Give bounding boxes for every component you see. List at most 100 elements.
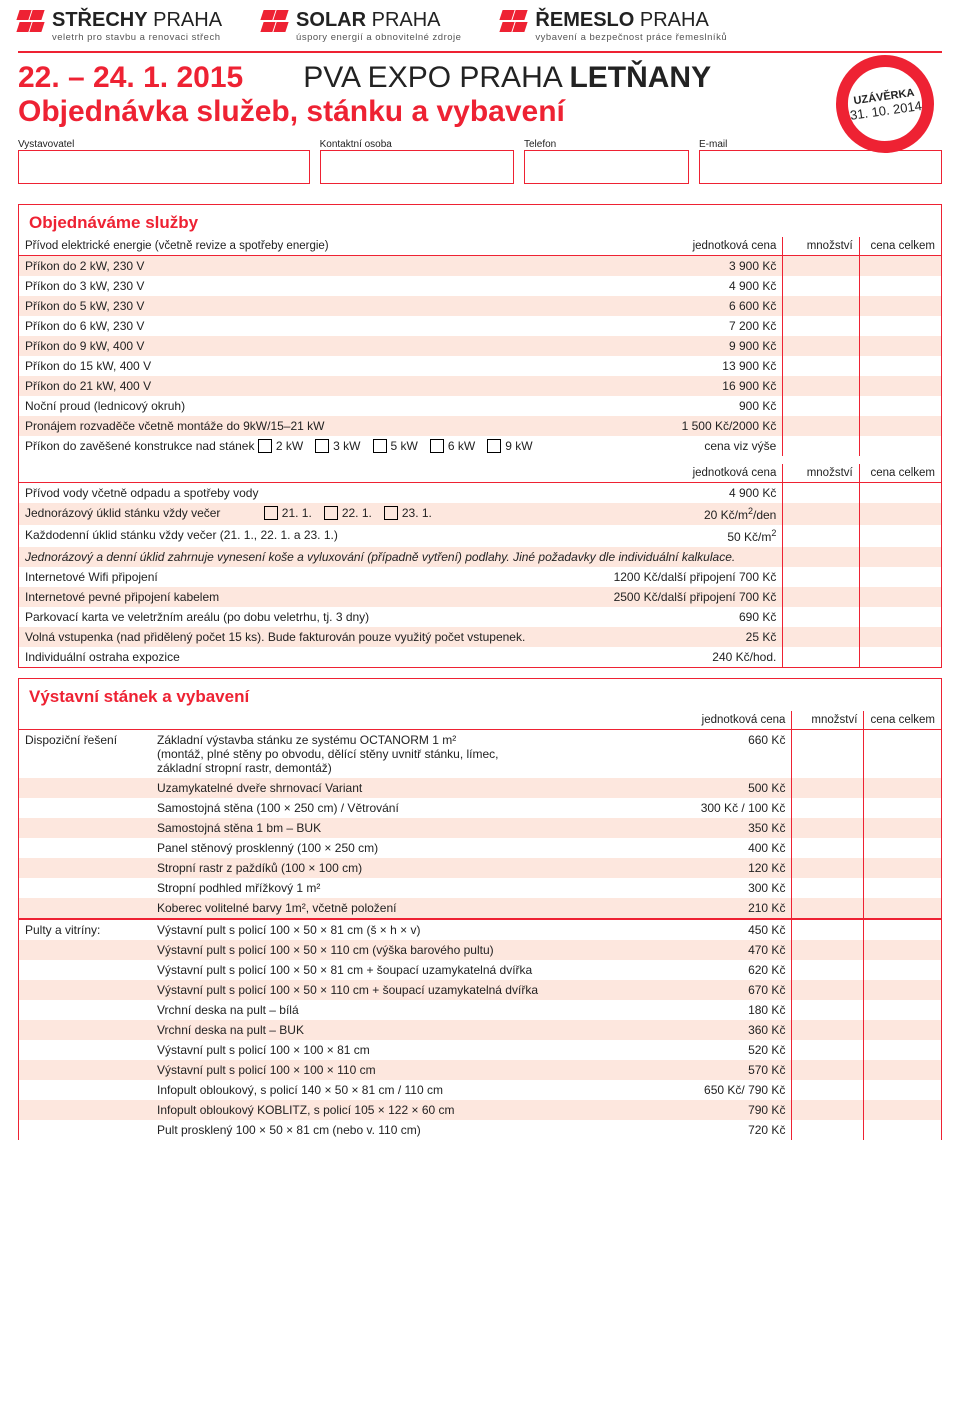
checkbox[interactable] [315,439,329,453]
qty-cell[interactable] [792,1120,864,1140]
total-cell[interactable] [859,276,941,296]
email-input[interactable] [699,150,942,184]
checkbox[interactable] [373,439,387,453]
col-desc: Přívod elektrické energie (včetně revize… [19,237,571,256]
logo-title-light: PRAHA [634,9,708,31]
total-cell[interactable] [859,316,941,336]
total-cell[interactable] [859,647,941,667]
qty-cell[interactable] [783,503,859,525]
qty-cell[interactable] [783,525,859,547]
qty-cell[interactable] [783,416,859,436]
total-cell[interactable] [864,878,941,898]
total-cell[interactable] [859,256,941,277]
exhibitor-input[interactable] [18,150,310,184]
total-cell[interactable] [864,838,941,858]
checkbox[interactable] [258,439,272,453]
total-cell[interactable] [859,416,941,436]
total-cell[interactable] [864,798,941,818]
checkbox[interactable] [487,439,501,453]
checkbox[interactable] [264,506,278,520]
total-cell[interactable] [859,356,941,376]
qty-cell[interactable] [792,1100,864,1120]
total-cell[interactable] [864,1040,941,1060]
total-cell[interactable] [859,436,941,456]
total-cell[interactable] [864,980,941,1000]
qty-cell[interactable] [783,647,859,667]
qty-cell[interactable] [783,356,859,376]
qty-cell[interactable] [783,587,859,607]
table-row: Dispoziční řešeníZákladní výstavba stánk… [19,730,941,779]
qty-cell[interactable] [783,316,859,336]
qty-cell[interactable] [792,730,864,779]
total-cell[interactable] [859,567,941,587]
qty-cell[interactable] [792,778,864,798]
row-price: 670 Kč [642,980,792,1000]
total-cell[interactable] [864,960,941,980]
row-label: Internetové pevné připojení kabelem [19,587,571,607]
total-cell[interactable] [864,778,941,798]
qty-cell[interactable] [783,607,859,627]
total-cell[interactable] [864,1080,941,1100]
qty-cell[interactable] [783,627,859,647]
row-price: 240 Kč/hod. [571,647,783,667]
phone-input[interactable] [524,150,689,184]
qty-cell[interactable] [783,276,859,296]
qty-cell[interactable] [792,980,864,1000]
qty-cell[interactable] [792,878,864,898]
total-cell[interactable] [859,376,941,396]
total-cell[interactable] [859,483,941,504]
qty-cell[interactable] [792,898,864,918]
checkbox[interactable] [384,506,398,520]
kw-row-cell: Příkon do zavěšené konstrukce nad stánek… [19,436,571,456]
row-label: Vrchní deska na pult – BUK [151,1020,642,1040]
panel-title: Výstavní stánek a vybavení [19,687,941,711]
total-cell[interactable] [864,1100,941,1120]
qty-cell[interactable] [783,376,859,396]
qty-cell[interactable] [783,483,859,504]
qty-cell[interactable] [792,798,864,818]
group-lead [19,1060,151,1080]
checkbox[interactable] [430,439,444,453]
qty-cell[interactable] [792,1080,864,1100]
group-lead: Dispoziční řešení [19,730,151,779]
total-cell[interactable] [864,1020,941,1040]
row-price: 210 Kč [642,898,792,918]
qty-cell[interactable] [783,296,859,316]
table-row: Koberec volitelné barvy 1m², včetně polo… [19,898,941,918]
qty-cell[interactable] [783,396,859,416]
total-cell[interactable] [864,730,941,779]
total-cell[interactable] [864,940,941,960]
services-table: Přívod elektrické energie (včetně revize… [19,237,941,667]
qty-cell[interactable] [783,436,859,456]
total-cell[interactable] [859,607,941,627]
contact-input[interactable] [320,150,514,184]
total-cell[interactable] [859,587,941,607]
qty-cell[interactable] [792,1040,864,1060]
total-cell[interactable] [864,1060,941,1080]
checkbox[interactable] [324,506,338,520]
qty-cell[interactable] [792,920,864,940]
total-cell[interactable] [864,1000,941,1020]
qty-cell[interactable] [792,818,864,838]
qty-cell[interactable] [792,1060,864,1080]
qty-cell[interactable] [783,336,859,356]
total-cell[interactable] [859,396,941,416]
qty-cell[interactable] [792,960,864,980]
total-cell[interactable] [859,525,941,547]
qty-cell[interactable] [792,940,864,960]
qty-cell[interactable] [792,858,864,878]
total-cell[interactable] [859,296,941,316]
qty-cell[interactable] [783,567,859,587]
total-cell[interactable] [864,898,941,918]
qty-cell[interactable] [783,256,859,277]
total-cell[interactable] [859,336,941,356]
total-cell[interactable] [864,920,941,940]
total-cell[interactable] [864,1120,941,1140]
total-cell[interactable] [864,818,941,838]
total-cell[interactable] [859,503,941,525]
total-cell[interactable] [864,858,941,878]
qty-cell[interactable] [792,1000,864,1020]
total-cell[interactable] [859,627,941,647]
qty-cell[interactable] [792,838,864,858]
qty-cell[interactable] [792,1020,864,1040]
